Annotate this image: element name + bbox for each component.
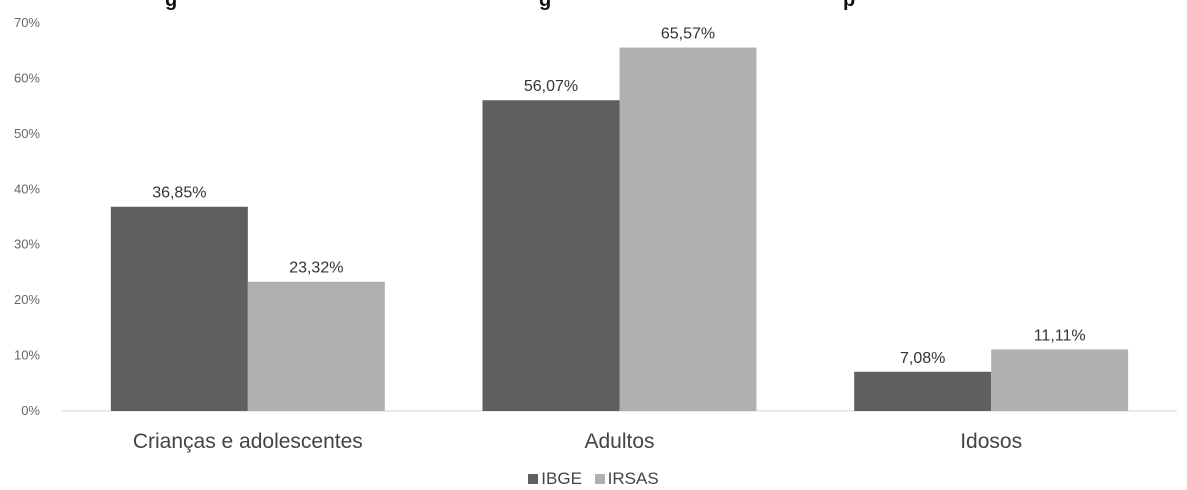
bar-ibge-2 [854,371,992,411]
legend: IBGE IRSAS [0,469,1187,489]
data-label: 23,32% [289,260,343,277]
y-tick-label: 20% [14,292,40,307]
bar-irsas-0 [247,281,385,411]
chart-title-partial: g g p [0,0,1187,10]
title-fragment-right: g [539,0,551,10]
x-tick-label: Crianças e adolescentes [133,430,363,453]
title-fragment-left: g [165,0,177,10]
legend-label-ibge: IBGE [541,469,582,488]
y-tick-label: 60% [14,70,40,85]
title-fragment-tail: p [843,0,855,10]
y-tick-label: 70% [14,15,40,30]
y-tick-label: 10% [14,348,40,363]
y-tick-label: 0% [21,403,40,418]
data-label: 65,57% [661,26,715,43]
bar-ibge-1 [482,100,620,411]
y-tick-label: 40% [14,181,40,196]
bars [110,47,1129,411]
data-label: 7,08% [900,350,945,367]
legend-label-irsas: IRSAS [607,469,659,488]
bar-irsas-1 [619,47,757,411]
legend-item-irsas: IRSAS [594,469,659,489]
data-label: 36,85% [152,185,206,202]
value-labels: 36,85% 23,32% 56,07% 65,57% 7,08% 11,11% [152,26,1085,367]
bar-ibge-0 [110,206,248,411]
y-tick-label: 30% [14,237,40,252]
bar-chart: 0% 10% 20% 30% 40% 50% 60% 70% 36,85% 23,32% 56,0… [14,15,1177,453]
y-axis: 0% 10% 20% 30% 40% 50% 60% 70% [14,15,40,418]
x-tick-label: Idosos [960,430,1022,453]
data-label: 11,11% [1034,327,1086,344]
bar-irsas-2 [991,349,1129,411]
legend-swatch-ibge [528,474,539,484]
y-tick-label: 50% [14,126,40,141]
x-axis: Crianças e adolescentes Adultos Idosos [133,430,1022,453]
legend-item-ibge: IBGE [528,469,582,489]
x-tick-label: Adultos [584,430,654,453]
data-label: 56,07% [524,78,578,95]
legend-swatch-irsas [594,474,605,484]
